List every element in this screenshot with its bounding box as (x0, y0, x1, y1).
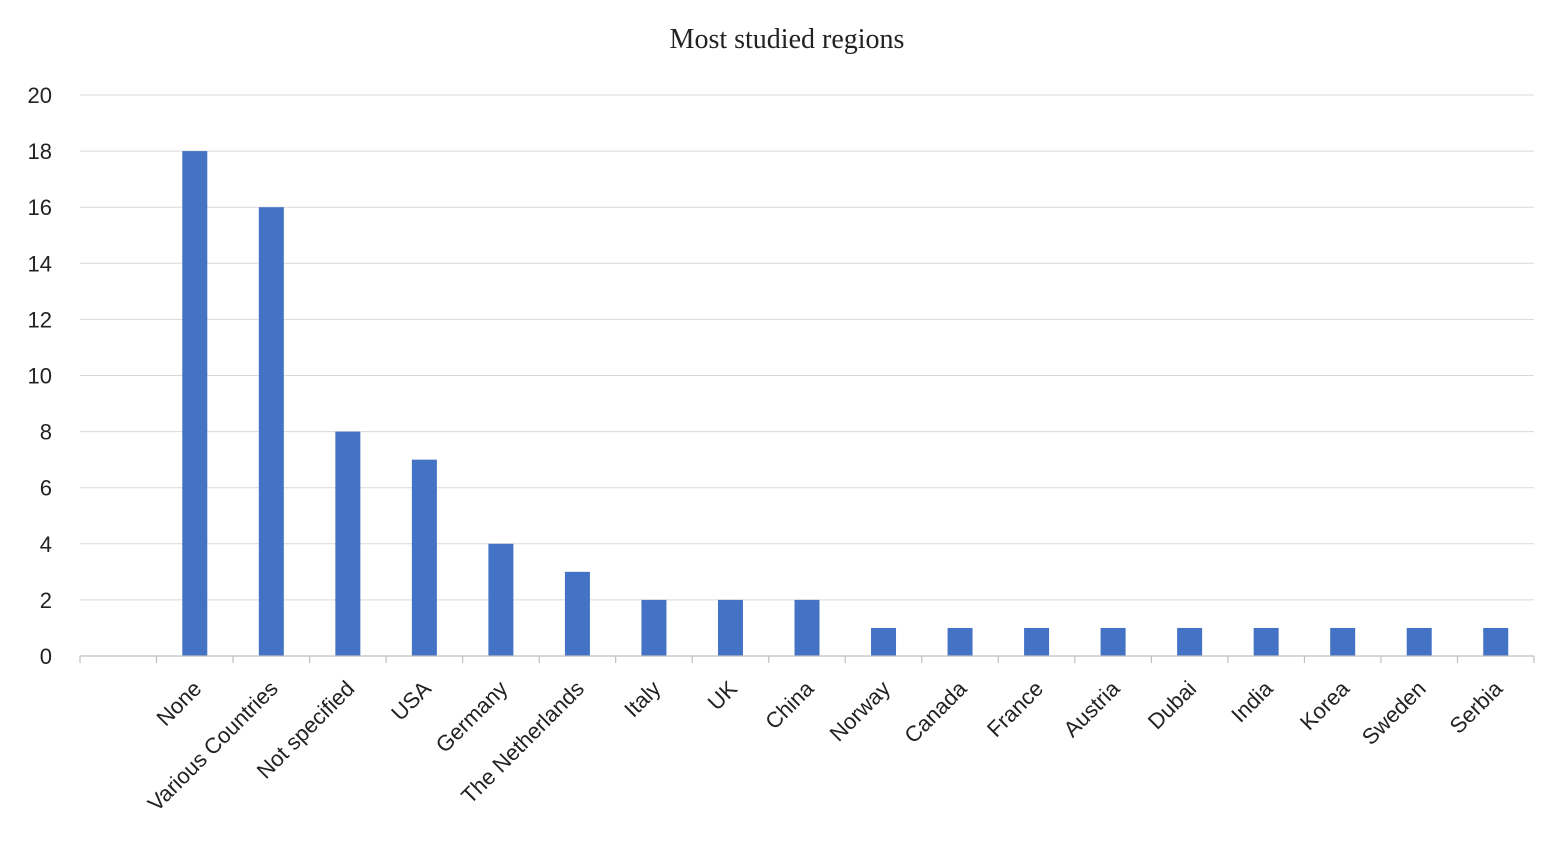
x-category-label: Norway (825, 676, 895, 746)
bar (1406, 627, 1432, 656)
y-tick-label: 20 (28, 83, 52, 108)
y-tick-label: 4 (40, 532, 52, 557)
gridlines (80, 94, 1534, 601)
x-category-label: Germany (431, 676, 513, 758)
bar (871, 627, 897, 656)
bar (641, 599, 667, 656)
bar (1253, 627, 1279, 656)
y-tick-label: 6 (40, 476, 52, 501)
bar (1024, 627, 1050, 656)
x-category-label: Dubai (1143, 676, 1201, 734)
x-category-label: UK (703, 676, 743, 716)
bar (488, 543, 514, 656)
x-category-label: USA (386, 676, 436, 726)
y-tick-label: 12 (28, 307, 52, 332)
y-tick-label: 14 (28, 251, 52, 276)
bar (794, 599, 820, 656)
y-tick-label: 8 (40, 420, 52, 445)
x-category-label: Austria (1059, 675, 1126, 742)
x-category-label: France (982, 676, 1048, 742)
bar (564, 571, 590, 656)
x-category-label: Serbia (1445, 675, 1508, 738)
bars (182, 151, 1509, 656)
bar (1100, 627, 1126, 656)
y-tick-label: 18 (28, 139, 52, 164)
y-tick-label: 10 (28, 364, 52, 389)
x-category-label: India (1226, 675, 1278, 727)
bar (1177, 627, 1203, 656)
chart-title: Most studied regions (670, 24, 905, 55)
x-category-label: Various Countries (143, 676, 283, 816)
bar (947, 627, 973, 656)
x-category-label: Canada (899, 675, 972, 748)
bar (1483, 627, 1509, 656)
y-tick-label: 2 (40, 588, 52, 613)
y-axis-tick-labels: 0 2 4 6 8 10 12 14 16 18 20 (28, 83, 52, 669)
x-category-label: Korea (1295, 675, 1355, 735)
bar (1330, 627, 1356, 656)
bar (411, 459, 437, 656)
y-tick-label: 0 (40, 644, 52, 669)
bar (717, 599, 743, 656)
x-category-label: Sweden (1357, 676, 1431, 750)
x-axis (79, 655, 1535, 663)
y-tick-label: 16 (28, 195, 52, 220)
bar (258, 207, 284, 656)
bar (182, 151, 208, 656)
bar (335, 431, 361, 656)
x-category-label: None (151, 676, 206, 731)
x-category-label: China (760, 675, 819, 734)
x-category-label: Italy (619, 676, 665, 722)
